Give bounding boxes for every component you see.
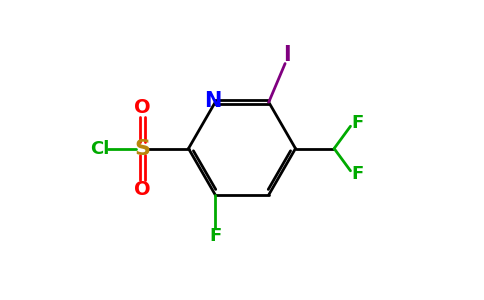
Text: O: O [134,98,151,117]
Text: F: F [209,227,221,245]
Text: I: I [283,45,290,65]
Text: O: O [134,180,151,199]
Text: Cl: Cl [90,140,109,158]
Text: N: N [204,91,222,111]
Text: S: S [135,139,151,158]
Text: F: F [351,114,363,132]
Text: F: F [351,165,363,183]
